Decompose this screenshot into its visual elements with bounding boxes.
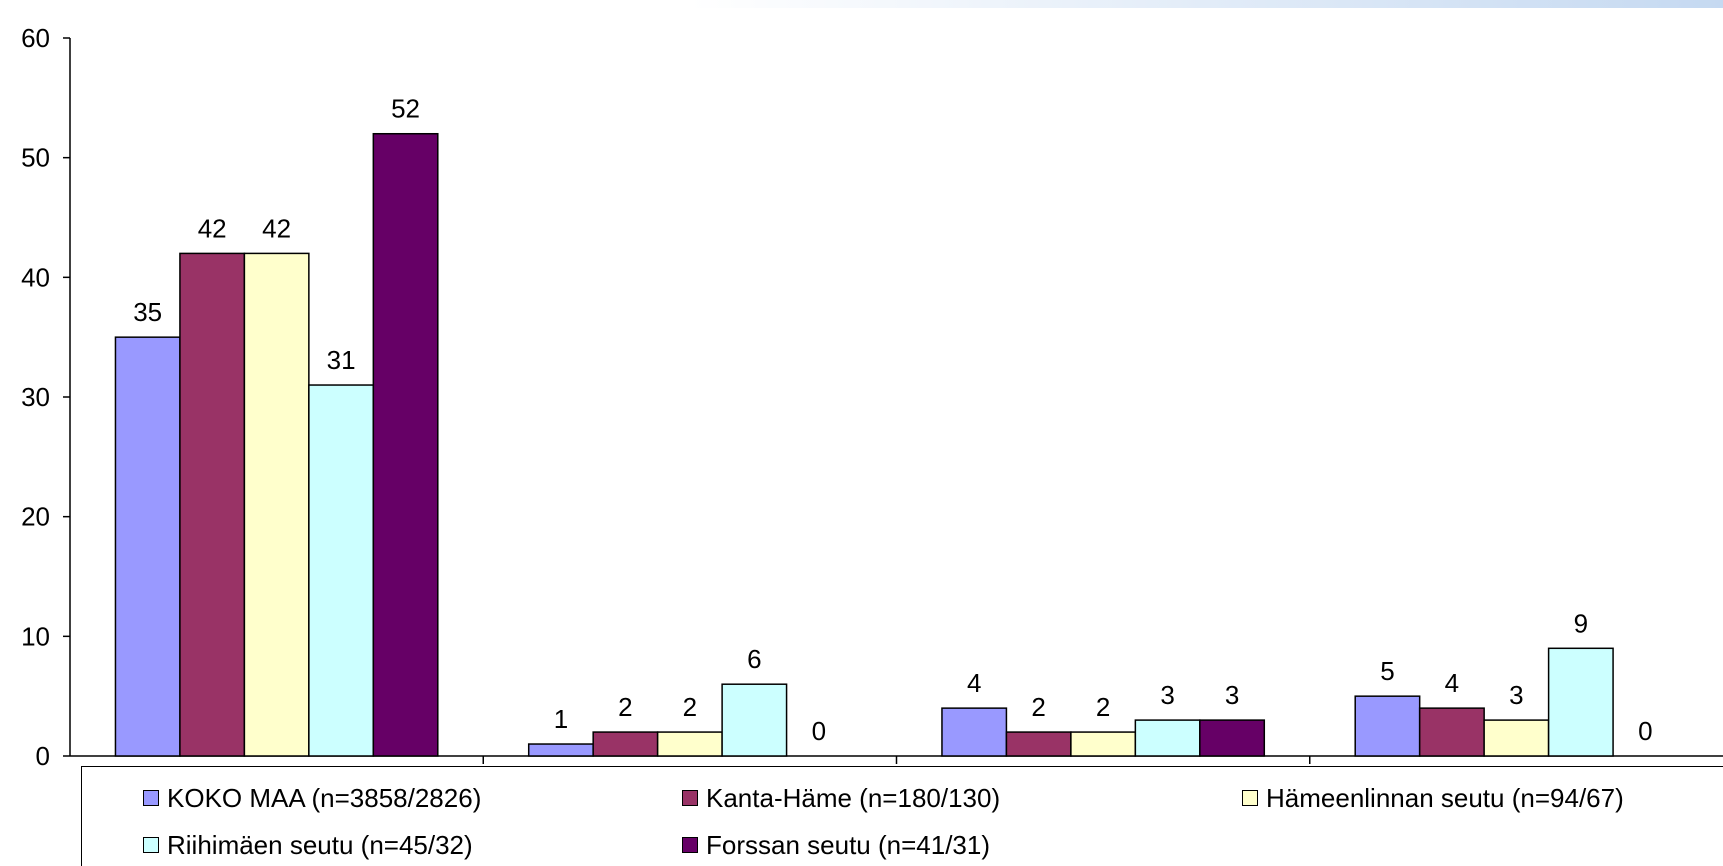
data-label: 2	[683, 692, 697, 722]
bar	[1547, 647, 1614, 757]
y-tick-label: 60	[21, 23, 50, 53]
data-label: 35	[133, 297, 162, 327]
data-label: 0	[1638, 716, 1652, 746]
y-tick-label: 30	[21, 382, 50, 412]
header-gradient-band	[0, 0, 1723, 8]
data-label: 2	[618, 692, 632, 722]
data-label: 1	[554, 704, 568, 734]
legend-swatch	[682, 790, 698, 806]
data-label: 31	[327, 345, 356, 375]
bar	[114, 336, 181, 757]
legend-item: Forssan seutu (n=41/31)	[682, 830, 990, 860]
legend-item: Kanta-Häme (n=180/130)	[682, 783, 1000, 813]
y-tick-label: 20	[21, 502, 50, 532]
legend-swatch	[143, 837, 159, 853]
bar	[308, 384, 375, 757]
data-label: 42	[198, 213, 227, 243]
legend-label: Riihimäen seutu (n=45/32)	[167, 829, 473, 860]
bar	[243, 252, 310, 757]
legend-swatch	[1242, 790, 1258, 806]
bar	[1199, 719, 1266, 757]
data-label: 4	[967, 668, 981, 698]
data-label: 2	[1096, 692, 1110, 722]
bar	[941, 707, 1008, 757]
data-label: 2	[1031, 692, 1045, 722]
data-label: 3	[1160, 680, 1174, 710]
legend-item: KOKO MAA (n=3858/2826)	[143, 783, 481, 813]
bar	[527, 743, 594, 757]
bar	[721, 683, 788, 757]
bar	[179, 252, 246, 757]
y-tick-label: 0	[36, 741, 50, 766]
data-label: 3	[1509, 680, 1523, 710]
legend-item: Hämeenlinnan seutu (n=94/67)	[1242, 783, 1624, 813]
bar	[656, 731, 723, 757]
legend-label: Kanta-Häme (n=180/130)	[706, 782, 1001, 813]
data-label: 5	[1380, 656, 1394, 686]
bar	[1418, 707, 1485, 757]
legend-item: Riihimäen seutu (n=45/32)	[143, 830, 473, 860]
data-label: 4	[1445, 668, 1459, 698]
y-tick-label: 10	[21, 621, 50, 651]
bar	[1134, 719, 1201, 757]
data-label: 42	[262, 213, 291, 243]
y-tick-label: 50	[21, 143, 50, 173]
legend-label: KOKO MAA (n=3858/2826)	[167, 782, 482, 813]
data-label: 0	[812, 716, 826, 746]
chart-legend: KOKO MAA (n=3858/2826) Kanta-Häme (n=180/…	[81, 766, 1723, 866]
data-label: 3	[1225, 680, 1239, 710]
legend-label: Hämeenlinnan seutu (n=94/67)	[1266, 782, 1624, 813]
legend-label: Forssan seutu (n=41/31)	[706, 829, 990, 860]
bar	[1483, 719, 1550, 757]
legend-swatch	[682, 837, 698, 853]
data-label: 52	[391, 94, 420, 124]
legend-swatch	[143, 790, 159, 806]
bar	[1354, 695, 1421, 757]
bar	[1005, 731, 1072, 757]
bar	[372, 132, 439, 757]
y-tick-label: 40	[21, 262, 50, 292]
bar	[1070, 731, 1137, 757]
data-label: 9	[1574, 608, 1588, 638]
bar	[592, 731, 659, 757]
data-label: 6	[747, 644, 761, 674]
